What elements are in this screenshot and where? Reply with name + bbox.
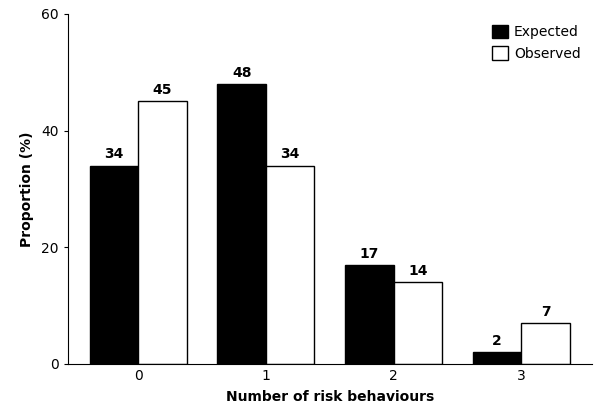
Bar — [521, 323, 570, 364]
Bar — [266, 166, 314, 364]
Text: 48: 48 — [232, 66, 251, 80]
Text: 2: 2 — [492, 334, 502, 348]
Text: 34: 34 — [281, 147, 300, 162]
Bar — [473, 352, 521, 364]
Bar — [394, 282, 442, 364]
Text: 7: 7 — [541, 305, 550, 319]
Legend: Expected, Observed: Expected, Observed — [487, 21, 585, 65]
Text: 34: 34 — [104, 147, 124, 162]
Text: 14: 14 — [408, 264, 428, 278]
Bar — [217, 84, 266, 364]
Bar — [89, 166, 138, 364]
Bar — [138, 101, 187, 364]
Y-axis label: Proportion (%): Proportion (%) — [20, 131, 34, 247]
Text: 45: 45 — [153, 83, 172, 97]
X-axis label: Number of risk behaviours: Number of risk behaviours — [226, 390, 434, 404]
Text: 17: 17 — [360, 247, 379, 261]
Bar — [345, 265, 394, 364]
